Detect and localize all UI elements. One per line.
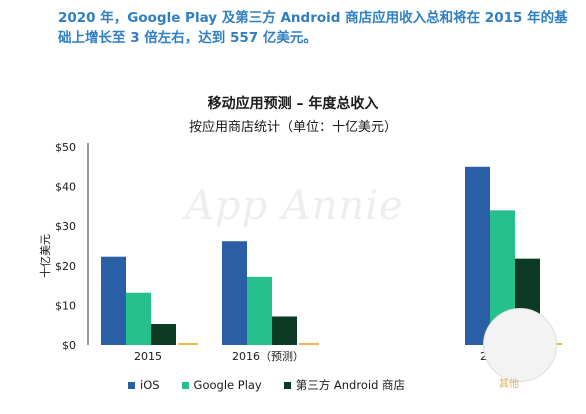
bar-ios <box>465 166 490 345</box>
legend-swatch-google-play <box>181 381 189 389</box>
y-tick-label: $30 <box>55 220 76 233</box>
legend-label-ios: iOS <box>140 378 160 392</box>
watermark: App Annie <box>185 183 404 229</box>
y-tick-label: $10 <box>55 299 76 312</box>
legend: iOS Google Play 第三方 Android 商店 <box>128 377 405 393</box>
legend-item-third-party: 第三方 Android 商店 <box>283 377 406 393</box>
chart-title: 移动应用预测 – 年度总收入 <box>207 96 379 112</box>
bar-third-party <box>272 316 297 345</box>
legend-swatch-ios <box>128 381 135 389</box>
bar-third-party <box>151 324 176 345</box>
legend-item-ios: iOS <box>128 377 160 393</box>
headline: 2020 年，Google Play 及第三方 Android 商店应用收入总和… <box>58 10 568 46</box>
y-tick-label: $0 <box>62 339 76 352</box>
community-badge <box>483 308 557 382</box>
x-tick-label: 2015 <box>134 350 162 363</box>
baseline-marker <box>178 343 198 345</box>
baseline-marker <box>299 343 319 345</box>
legend-label-google-play: Google Play <box>193 378 262 392</box>
y-tick-label: $20 <box>55 260 76 273</box>
community-badge-label: 其他 <box>499 379 519 390</box>
bar-google-play <box>247 276 272 345</box>
legend-item-google-play: Google Play <box>181 377 262 393</box>
bar-google-play <box>126 292 151 345</box>
legend-label-third-party: 第三方 Android 商店 <box>295 378 406 392</box>
y-tick-label: $40 <box>55 181 76 194</box>
x-tick-label: 2016（预测） <box>232 350 304 363</box>
y-tick-label: $50 <box>55 141 76 154</box>
chart-subtitle: 按应用商店统计（单位：十亿美元） <box>188 120 397 135</box>
legend-swatch-third-party <box>283 381 291 389</box>
bar-ios <box>222 241 247 345</box>
bar-ios <box>101 256 126 345</box>
